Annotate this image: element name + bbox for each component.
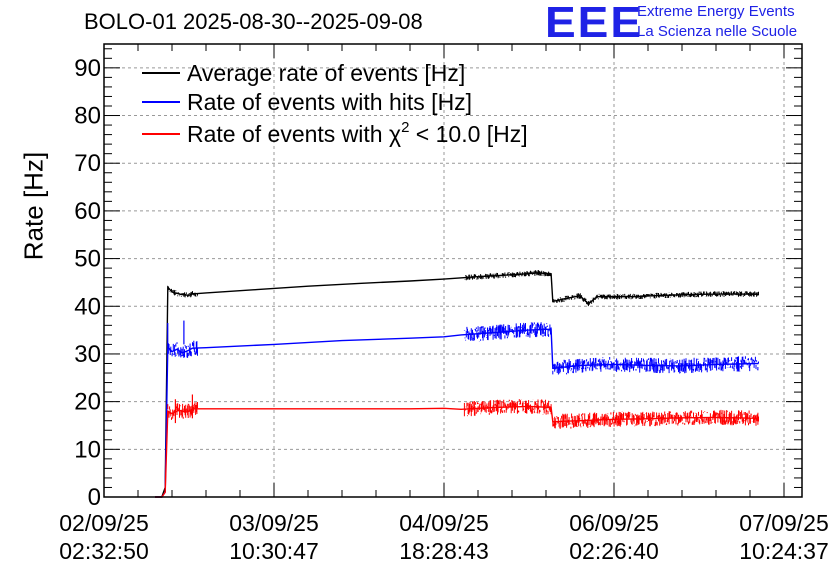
x-tick-label-date: 07/09/25	[739, 510, 829, 536]
series-noise-average	[167, 270, 759, 307]
legend-label-hits: Rate of events with hits [Hz]	[187, 89, 472, 115]
y-tick-label: 30	[74, 341, 101, 368]
y-tick-label: 50	[74, 246, 101, 273]
eee-logo: EEE	[545, 0, 644, 47]
legend-label-average: Average rate of events [Hz]	[187, 60, 465, 86]
y-tick-label: 0	[88, 484, 101, 511]
y-tick-label: 20	[74, 389, 101, 416]
grid-lines	[104, 44, 802, 497]
x-tick-label-time: 02:32:50	[59, 538, 149, 564]
logo-caption-line2: La Scienza nelle Scuole	[637, 23, 798, 40]
x-tick-label-time: 18:28:43	[399, 538, 489, 564]
logo-caption-line1: Extreme Energy Events	[637, 3, 795, 20]
series-line-average	[155, 272, 759, 498]
legend-label-chi2: Rate of events with χ2 < 10.0 [Hz]	[187, 119, 528, 147]
chart-title: BOLO-01 2025-08-30--2025-09-08	[84, 9, 423, 34]
series-noise-hits	[167, 322, 759, 375]
series-line-chi2	[155, 405, 759, 498]
x-tick-label-date: 06/09/25	[569, 510, 659, 536]
y-tick-label: 70	[74, 150, 101, 177]
y-tick-label: 80	[74, 103, 101, 130]
x-tick-label-date: 02/09/25	[59, 510, 149, 536]
y-tick-label: 40	[74, 293, 101, 320]
plot-frame	[103, 43, 803, 498]
series-noise-chi2	[167, 399, 759, 429]
legend: Average rate of events [Hz] Rate of event…	[142, 60, 528, 147]
y-tick-label: 90	[74, 55, 101, 82]
x-tick-label-time: 02:26:40	[569, 538, 659, 564]
y-tick-label: 10	[74, 436, 101, 463]
series-layer	[155, 270, 759, 498]
x-tick-label-time: 10:24:37	[739, 538, 829, 564]
x-tick-label-date: 04/09/25	[399, 510, 489, 536]
y-tick-label: 60	[74, 198, 101, 225]
x-tick-label-date: 03/09/25	[229, 510, 319, 536]
x-tick-label-time: 10:30:47	[229, 538, 319, 564]
y-axis-label: Rate [Hz]	[18, 151, 49, 261]
